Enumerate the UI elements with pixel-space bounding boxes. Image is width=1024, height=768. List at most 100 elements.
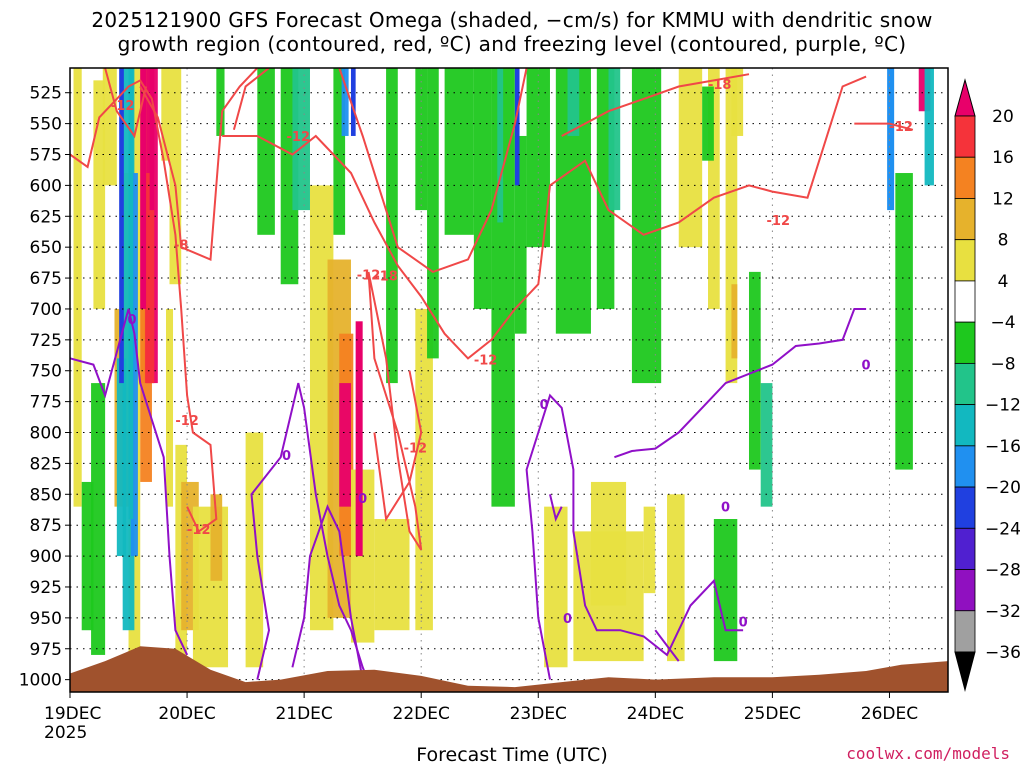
x-tick-label: 25DEC — [744, 704, 801, 724]
colorbar-segment — [954, 156, 976, 199]
y-tick-label: 775 — [30, 393, 62, 413]
colorbar: 20 16 12 8 4 −4 −8 −12 −16 −20 −24 −28 −32 −36 — [954, 78, 1021, 692]
chart-title: 2025121900 GFS Forecast Omega (shaded, −… — [0, 8, 1024, 56]
red-contour — [367, 271, 423, 551]
contours — [70, 68, 914, 683]
contour-labels: -12-12-8-12-12-18-12-12-12-18-12-1200000… — [111, 78, 913, 631]
colorbar-label: 16 — [992, 148, 1014, 168]
red-contour — [854, 122, 914, 131]
omega-cell — [497, 68, 504, 223]
red-contour — [139, 68, 259, 261]
omega-cell — [631, 68, 662, 384]
colorbar-label: −4 — [990, 313, 1015, 333]
red-contour-label: -12 — [187, 523, 211, 538]
colorbar-label: −24 — [985, 519, 1021, 539]
purple-contour-label: 0 — [862, 359, 871, 374]
red-contour-label: -18 — [374, 270, 398, 285]
omega-cell — [119, 68, 124, 384]
omega-cell — [924, 68, 934, 186]
red-contour-label: -12 — [404, 441, 428, 456]
plot-frame — [69, 67, 949, 693]
y-tick-label: 700 — [30, 300, 62, 320]
omega-cell — [708, 68, 720, 309]
y-tick-label: 575 — [30, 145, 62, 165]
y-tick-label: 850 — [30, 485, 62, 505]
omega-cell — [216, 68, 225, 136]
omega-cell — [514, 68, 520, 186]
omega-cell — [731, 68, 744, 136]
omega-cell — [81, 481, 94, 631]
red-contour-label: -12 — [767, 214, 791, 229]
red-contour-label: -12 — [889, 120, 913, 135]
red-contour-label: -12 — [287, 130, 311, 145]
omega-cell — [678, 68, 703, 248]
omega-cell — [128, 68, 134, 520]
y-tick-label: 550 — [30, 115, 62, 135]
omega-cell — [130, 173, 138, 557]
y-tick-label: 1000 — [19, 671, 62, 691]
y-tick-label: 950 — [30, 609, 62, 629]
omega-cell — [514, 135, 527, 334]
omega-cell — [608, 68, 621, 211]
omega-cell — [91, 383, 106, 655]
red-contour-label: -12 — [175, 414, 199, 429]
omega-cell — [245, 432, 264, 668]
omega-cell — [116, 358, 127, 557]
omega-cell — [292, 68, 310, 211]
colorbar-segment — [954, 198, 976, 241]
omega-cell — [169, 68, 182, 285]
colorbar-label: 20 — [992, 107, 1014, 127]
colorbar-segment — [954, 486, 976, 529]
red-contour — [561, 73, 750, 137]
red-contour — [338, 68, 528, 274]
grid-lines — [70, 68, 948, 692]
red-contour — [222, 75, 867, 360]
omega-cell — [643, 506, 656, 594]
x-tick-label: 19DEC — [44, 704, 101, 724]
terrain-fill — [70, 646, 948, 692]
red-contour-label: -12 — [474, 354, 498, 369]
purple-contour-label: 0 — [540, 398, 549, 413]
credit-text: coolwx.com/models — [846, 744, 1010, 763]
colorbar-label: 4 — [998, 272, 1009, 292]
x-tick-label: 26DEC — [861, 704, 918, 724]
omega-cell — [731, 284, 738, 359]
purple-contour — [250, 382, 370, 683]
colorbar-segment — [954, 527, 976, 570]
omega-cell — [355, 321, 363, 557]
colorbar-label: −28 — [985, 561, 1021, 581]
colorbar-label: 12 — [992, 189, 1014, 209]
omega-cell — [161, 68, 170, 161]
purple-contour — [525, 393, 744, 680]
y-tick-label: 625 — [30, 207, 62, 227]
omega-cell — [210, 494, 223, 581]
colorbar-segment — [954, 321, 976, 364]
purple-contour — [654, 629, 680, 662]
purple-contour-label: 0 — [739, 616, 748, 631]
red-contour-label: -8 — [174, 239, 188, 254]
y-tick-label: 975 — [30, 640, 62, 660]
x-tick-label: 20DEC — [158, 704, 215, 724]
x-tick-label: 24DEC — [627, 704, 684, 724]
x-axis: 19DEC 20DEC 21DEC 22DEC 23DEC 24DEC 25DEC 26DEC… — [44, 692, 918, 743]
colorbar-segment — [954, 569, 976, 612]
omega-cell — [544, 506, 568, 668]
omega-cell — [590, 481, 627, 606]
y-tick-label: 725 — [30, 331, 62, 351]
omega-cell — [895, 173, 913, 470]
colorbar-segment — [954, 115, 976, 158]
omega-shading — [73, 68, 934, 668]
red-contour — [373, 370, 423, 522]
omega-cell — [350, 68, 356, 136]
omega-cell — [93, 80, 106, 309]
y-tick-label: 600 — [30, 176, 62, 196]
x-tick-label: 22DEC — [393, 704, 450, 724]
colorbar-label: −36 — [985, 643, 1021, 663]
purple-contour-label: 0 — [128, 313, 137, 328]
colorbar-segment — [954, 239, 976, 282]
purple-contour — [291, 504, 364, 680]
x-tick-label: 23DEC — [510, 704, 567, 724]
y-tick-label: 675 — [30, 269, 62, 289]
omega-cell — [333, 68, 346, 235]
